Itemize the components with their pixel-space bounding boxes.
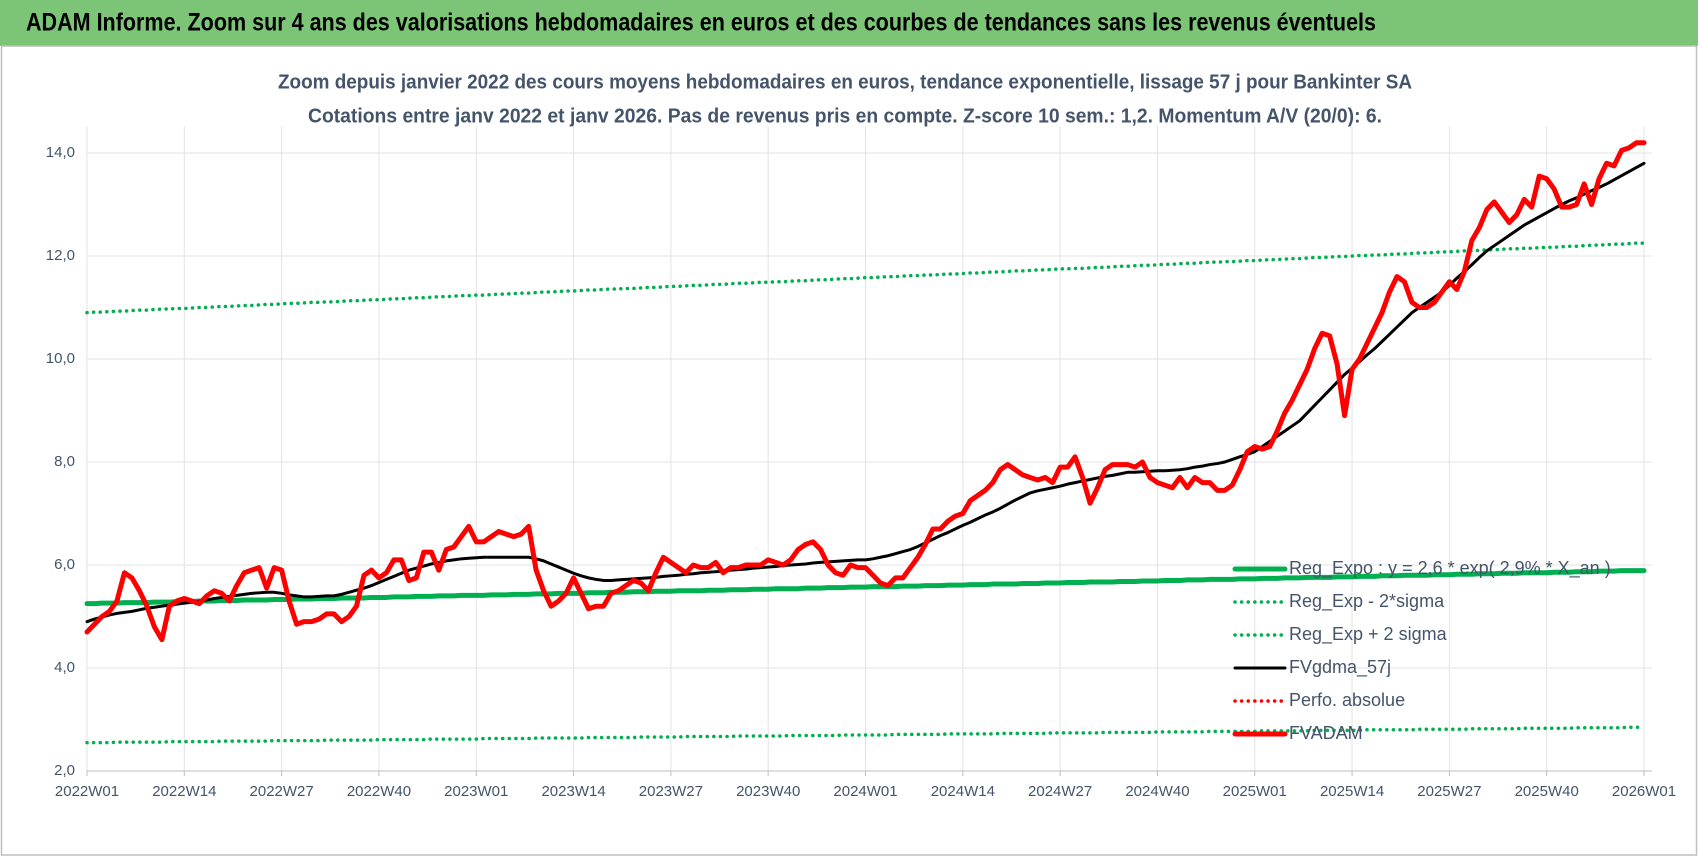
y-tick-label: 10,0 [46,350,75,367]
x-tick-label: 2026W01 [1612,783,1676,800]
legend-label: FVADAM [1289,723,1363,743]
y-tick-label: 14,0 [46,144,75,161]
y-tick-label: 2,0 [54,762,75,779]
y-tick-label: 12,0 [46,247,75,264]
chart-subtitle: Cotations entre janv 2022 et janv 2026. … [308,105,1382,127]
x-tick-label: 2025W14 [1320,783,1384,800]
legend-label: FVgdma_57j [1289,657,1391,678]
header-banner [0,0,1698,46]
series-line [85,161,1646,624]
legend-label: Reg_Exp - 2*sigma [1289,591,1445,612]
x-tick-label: 2022W14 [152,783,216,800]
x-tick-label: 2022W40 [347,783,411,800]
page-header: ADAM Informe. Zoom sur 4 ans des valoris… [26,9,1376,37]
x-tick-label: 2023W27 [639,783,703,800]
x-tick-label: 2023W40 [736,783,800,800]
chart-frame [0,45,1698,856]
x-tick-label: 2024W40 [1125,783,1189,800]
legend-label: Perfo. absolue [1289,690,1405,710]
x-tick-label: 2022W27 [250,783,314,800]
x-tick-label: 2025W40 [1515,783,1579,800]
x-tick-label: 2023W01 [444,783,508,800]
x-tick-label: 2022W01 [55,783,119,800]
chart-title: Zoom depuis janvier 2022 des cours moyen… [278,71,1412,93]
series-line [84,140,1647,643]
legend-label: Reg_Expo : y = 2,6 * exp( 2,9% * X_an ) [1289,558,1611,579]
x-tick-label: 2023W14 [541,783,605,800]
series-line [85,725,1646,745]
x-tick-label: 2025W01 [1223,783,1287,800]
y-tick-label: 4,0 [54,659,75,676]
x-tick-label: 2025W27 [1417,783,1481,800]
x-tick-label: 2024W14 [931,783,995,800]
y-tick-label: 8,0 [54,453,75,470]
series-line [85,241,1646,315]
series-line [84,568,1647,607]
legend-label: Reg_Exp + 2 sigma [1289,624,1448,645]
x-tick-label: 2024W01 [833,783,897,800]
x-tick-label: 2024W27 [1028,783,1092,800]
y-tick-label: 6,0 [54,556,75,573]
